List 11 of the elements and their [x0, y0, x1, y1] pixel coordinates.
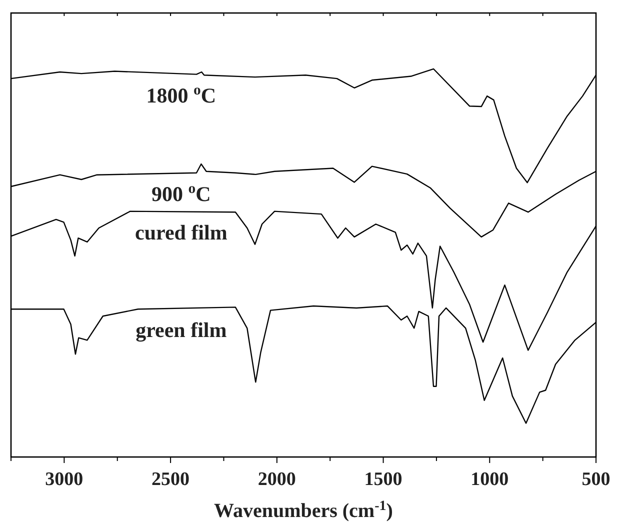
x-tick-label: 1000	[470, 469, 509, 490]
x-tick-label: 1500	[364, 469, 402, 490]
series-label: green film	[136, 318, 228, 342]
x-axis-title: Wavenumbers (cm$^{-1}$)	[214, 498, 393, 522]
x-tick-label: 500	[582, 469, 610, 490]
x-tick-label: 2500	[152, 469, 190, 490]
x-tick-label: 3000	[45, 469, 84, 490]
series-label: 1800 $^{o}$C	[146, 82, 216, 108]
series-label: cured film	[135, 220, 228, 244]
x-tick-label: 2000	[258, 469, 296, 490]
series-label: 900 $^{o}$C	[152, 180, 211, 206]
